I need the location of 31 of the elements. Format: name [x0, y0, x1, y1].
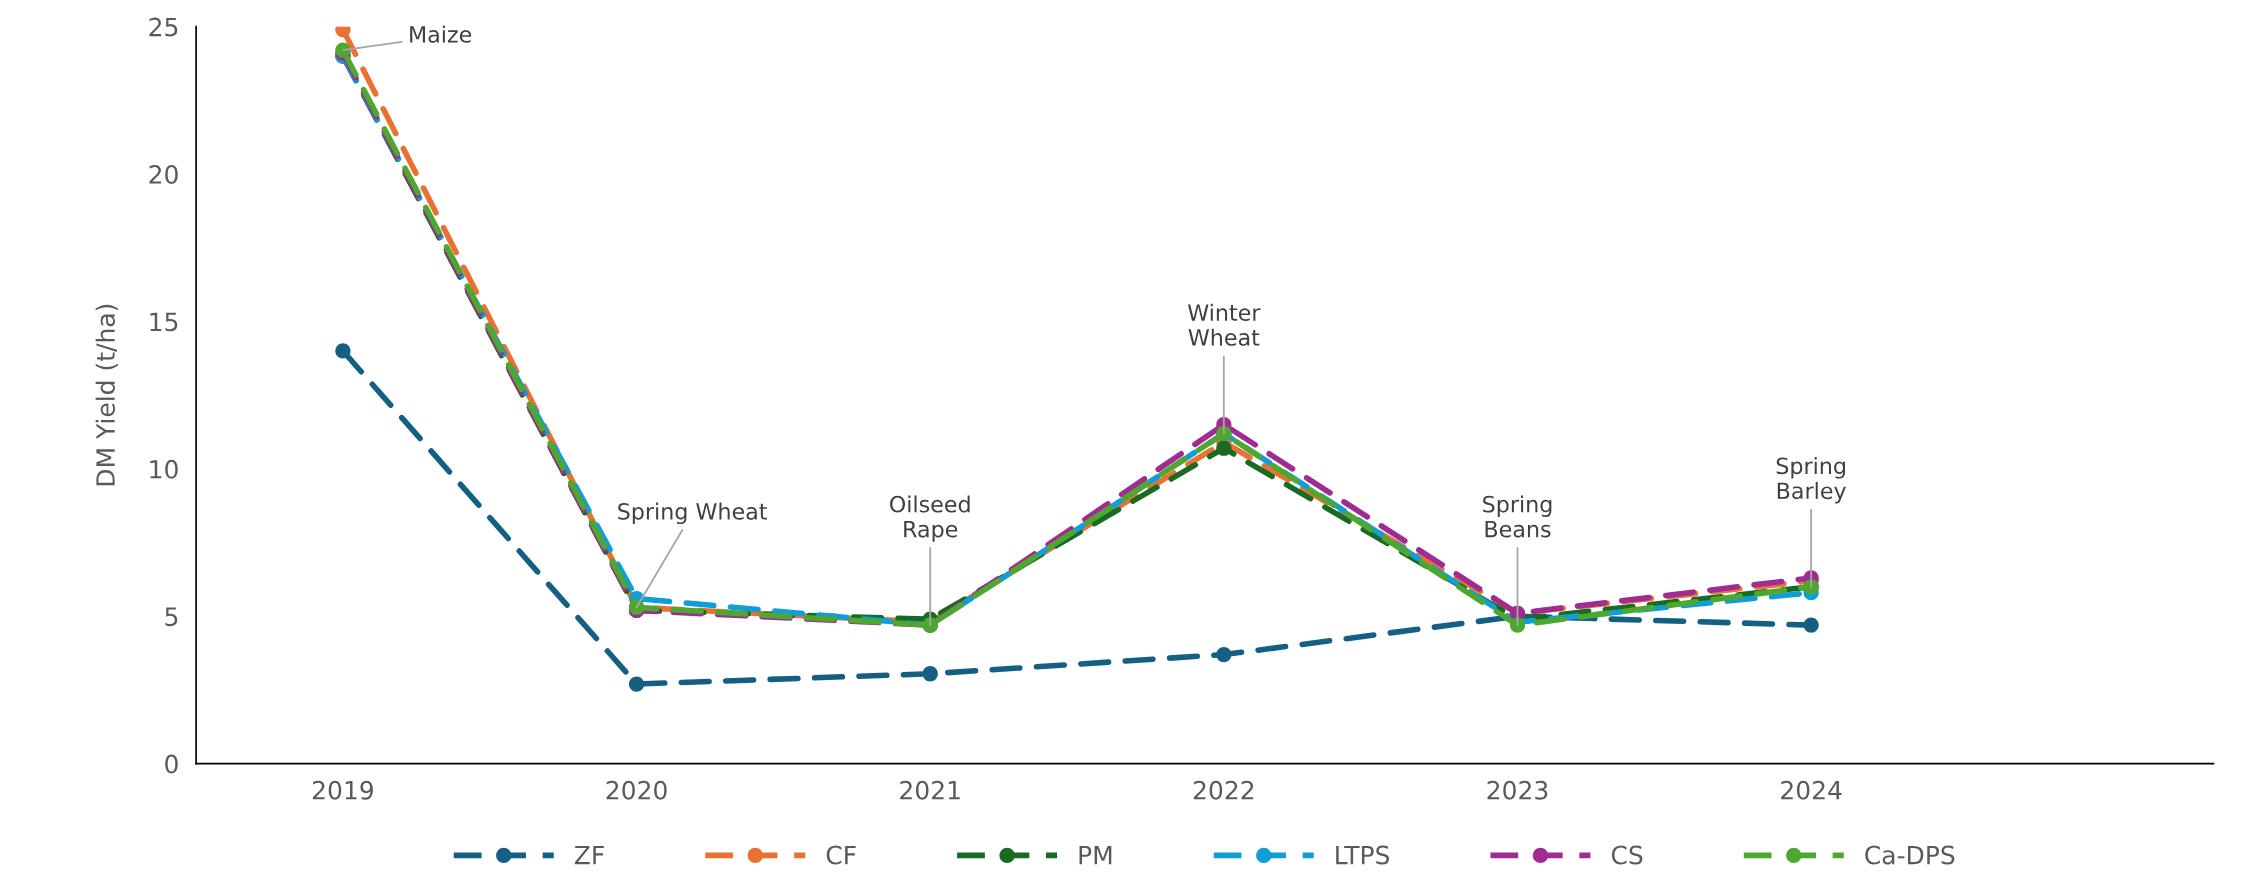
- y-tick-label: 0: [165, 754, 178, 774]
- legend-label: CF: [826, 845, 856, 865]
- x-tick-label: 2024: [1781, 780, 1842, 800]
- annotation: Oilseed Rape: [890, 495, 970, 542]
- point: [628, 676, 645, 692]
- legend-label: CS: [1611, 845, 1643, 865]
- annotation: Spring Barley: [1776, 457, 1846, 504]
- legend-label: PM: [1079, 845, 1112, 865]
- y-tick-label: 15: [150, 312, 178, 332]
- legend-label: ZF: [574, 845, 604, 865]
- annotation: Spring Wheat: [618, 502, 767, 525]
- point: [1216, 646, 1232, 663]
- y-axis-title: DM Yield (t/ha): [95, 304, 118, 486]
- x-tick-label: 2023: [1487, 780, 1548, 800]
- annotation: Maize: [410, 25, 472, 43]
- annotation: Spring Beans: [1483, 495, 1552, 538]
- y-tick-label: 25: [149, 17, 178, 37]
- y-tick-label: 20: [149, 164, 178, 184]
- legend-label: Ca-DPS: [1865, 845, 1955, 865]
- point: [922, 666, 938, 682]
- annotation: Winter Wheat: [1187, 303, 1261, 346]
- x-tick-label: 2022: [1193, 780, 1254, 800]
- legend-label: LTPS: [1336, 845, 1390, 865]
- point: [335, 343, 351, 359]
- y-tick-label: 5: [165, 607, 178, 627]
- y-tick-label: 10: [150, 459, 178, 479]
- x-tick-label: 2021: [900, 780, 960, 800]
- point: [1803, 617, 1819, 633]
- point: [1216, 440, 1232, 456]
- x-tick-label: 2019: [312, 780, 373, 800]
- x-tick-label: 2020: [606, 780, 667, 800]
